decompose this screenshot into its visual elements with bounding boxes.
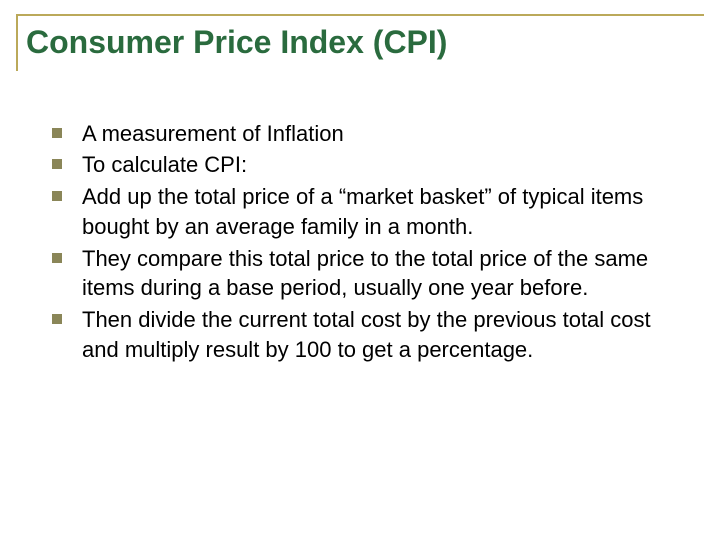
bullet-text: Add up the total price of a “market bask… xyxy=(82,182,668,241)
square-bullet-icon xyxy=(52,128,62,138)
square-bullet-icon xyxy=(52,253,62,263)
bullet-list: A measurement of Inflation To calculate … xyxy=(52,119,668,365)
bullet-text: Then divide the current total cost by th… xyxy=(82,305,668,364)
list-item: Add up the total price of a “market bask… xyxy=(52,182,668,241)
slide-body: A measurement of Inflation To calculate … xyxy=(0,71,720,365)
title-container: Consumer Price Index (CPI) xyxy=(16,14,704,71)
square-bullet-icon xyxy=(52,314,62,324)
slide-title: Consumer Price Index (CPI) xyxy=(26,24,704,61)
slide: Consumer Price Index (CPI) A measurement… xyxy=(0,14,720,554)
square-bullet-icon xyxy=(52,191,62,201)
list-item: They compare this total price to the tot… xyxy=(52,244,668,303)
list-item: A measurement of Inflation xyxy=(52,119,668,149)
square-bullet-icon xyxy=(52,159,62,169)
list-item: To calculate CPI: xyxy=(52,150,668,180)
list-item: Then divide the current total cost by th… xyxy=(52,305,668,364)
bullet-text: They compare this total price to the tot… xyxy=(82,244,668,303)
bullet-text: A measurement of Inflation xyxy=(82,119,668,149)
bullet-text: To calculate CPI: xyxy=(82,150,668,180)
